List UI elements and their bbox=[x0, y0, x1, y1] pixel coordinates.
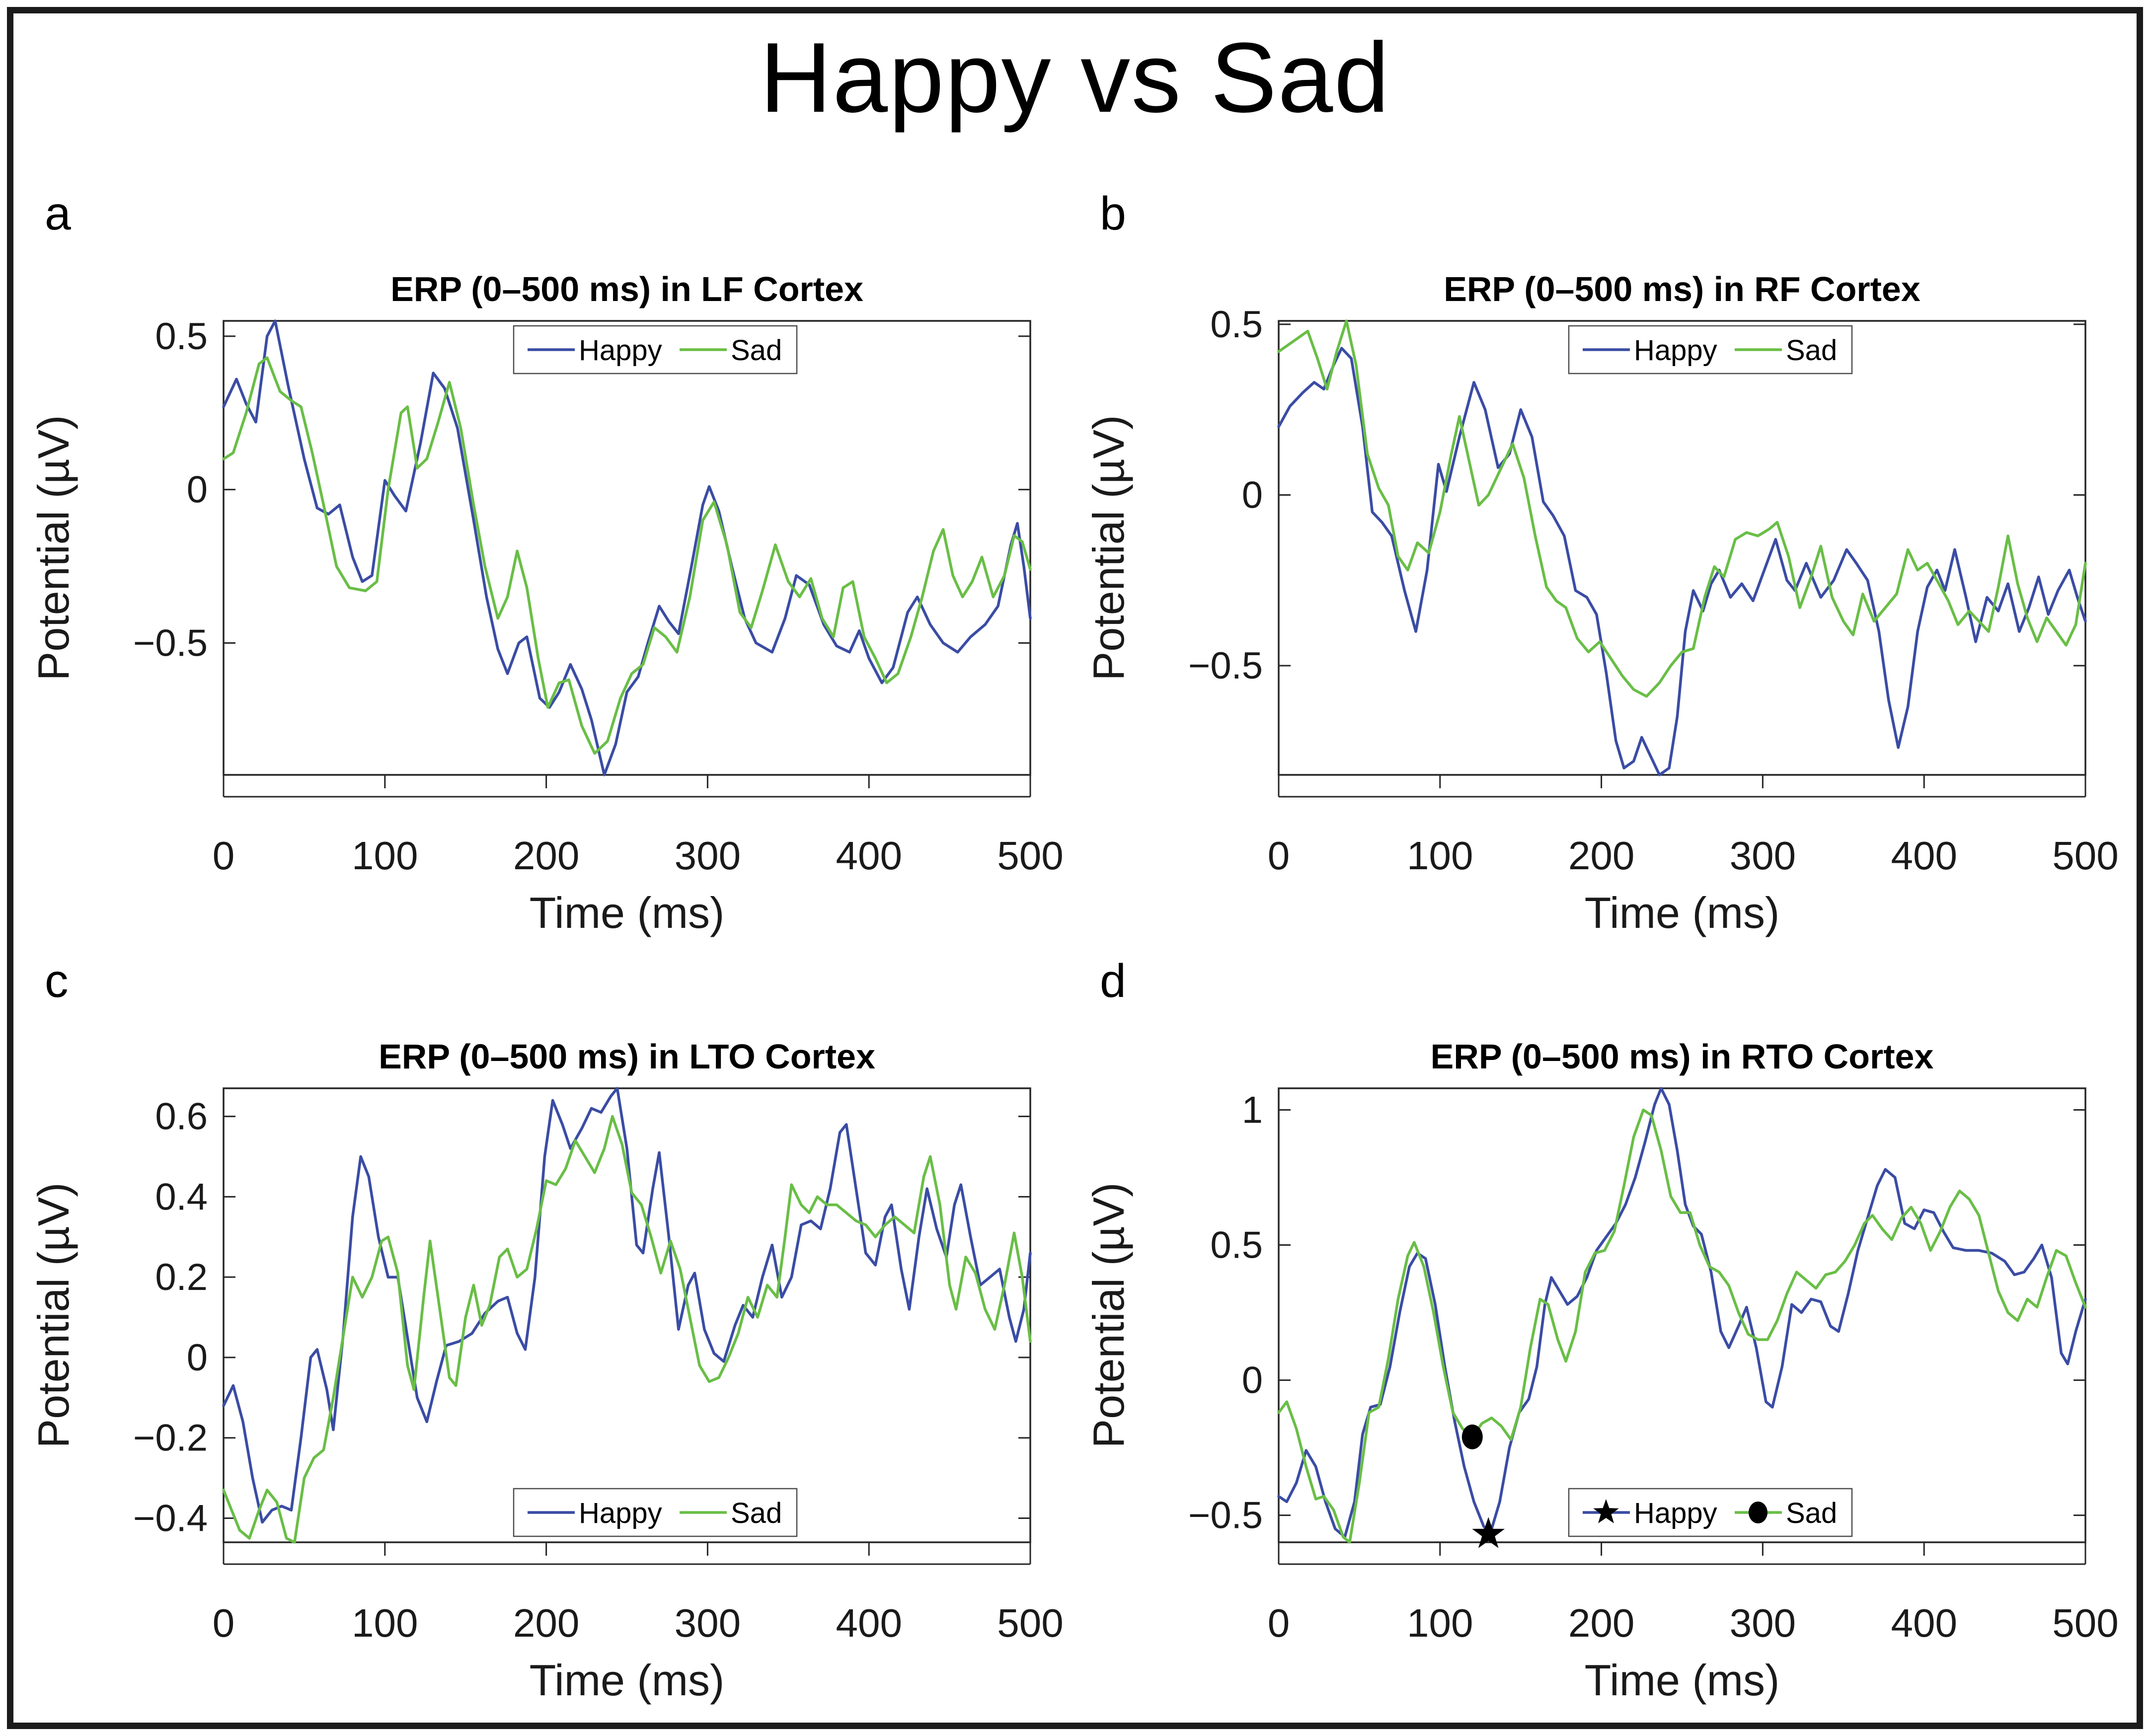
figure-title: Happy vs Sad bbox=[760, 22, 1390, 133]
chart-title: ERP (0–500 ms) in LTO Cortex bbox=[379, 1037, 875, 1076]
legend-label: Sad bbox=[1786, 334, 1837, 367]
y-tick-label: −0.5 bbox=[1188, 645, 1263, 687]
y-axis-label: Potential (µV) bbox=[1084, 1183, 1133, 1448]
panel-c: c ERP (0–500 ms) in LTO Cortex Time (ms) P… bbox=[19, 940, 1074, 1708]
y-tick-label: 0.5 bbox=[155, 315, 208, 358]
y-tick-label: 0.6 bbox=[155, 1096, 208, 1138]
x-tick-label: 500 bbox=[2052, 833, 2118, 878]
panel-letter: b bbox=[1100, 187, 1126, 240]
x-tick-label: 0 bbox=[1268, 1601, 1290, 1645]
x-axis-label: Time (ms) bbox=[1585, 1656, 1780, 1705]
series-line-happy bbox=[222, 1087, 1032, 1524]
erp-chart-rf-cortex: ERP (0–500 ms) in RF Cortex Time (ms) Pote… bbox=[1084, 270, 2119, 937]
panel-d: d ERP (0–500 ms) in RTO Cortex Time (ms) P… bbox=[1074, 940, 2129, 1708]
series-line-sad bbox=[1277, 1108, 2087, 1544]
x-axis-label: Time (ms) bbox=[530, 1656, 725, 1705]
y-tick-label: 0.4 bbox=[155, 1176, 208, 1218]
series-line-sad bbox=[222, 1115, 1032, 1544]
figure-border bbox=[7, 7, 2143, 1729]
plot-box bbox=[223, 320, 1031, 776]
y-axis-label: Potential (µV) bbox=[29, 415, 78, 681]
erp-chart-rto-cortex: ERP (0–500 ms) in RTO Cortex Time (ms) Pot… bbox=[1084, 1037, 2119, 1705]
legend-label: Happy bbox=[579, 1497, 662, 1529]
x-tick-label: 400 bbox=[836, 833, 902, 878]
y-axis-label: Potential (µV) bbox=[1084, 415, 1133, 681]
y-tick-label: 0.2 bbox=[155, 1256, 208, 1298]
x-tick-label: 500 bbox=[997, 1601, 1063, 1645]
legend-star-icon bbox=[1593, 1499, 1619, 1523]
y-tick-label: −0.2 bbox=[133, 1417, 208, 1459]
x-tick-label: 0 bbox=[213, 1601, 235, 1645]
x-tick-label: 0 bbox=[1268, 833, 1290, 878]
series-line-happy bbox=[1277, 1087, 2087, 1538]
x-tick-label: 200 bbox=[1568, 833, 1634, 878]
x-tick-label: 100 bbox=[1407, 833, 1473, 878]
erp-chart-lto-cortex: ERP (0–500 ms) in LTO Cortex Time (ms) Pot… bbox=[29, 1037, 1064, 1705]
series-line-happy bbox=[222, 319, 1032, 776]
panel-b: b ERP (0–500 ms) in RF Cortex Time (ms) Po… bbox=[1074, 173, 2129, 940]
y-tick-label: 0 bbox=[187, 1337, 208, 1379]
x-tick-label: 400 bbox=[836, 1601, 902, 1645]
x-tick-label: 500 bbox=[2052, 1601, 2118, 1645]
x-tick-label: 300 bbox=[675, 833, 741, 878]
y-axis-label: Potential (µV) bbox=[29, 1183, 78, 1448]
series-line-happy bbox=[1277, 347, 2087, 776]
legend-label: Sad bbox=[1786, 1497, 1837, 1529]
x-tick-label: 500 bbox=[997, 833, 1063, 878]
erp-chart-lf-cortex: ERP (0–500 ms) in LF Cortex Time (ms) Pote… bbox=[29, 270, 1064, 937]
chart-title: ERP (0–500 ms) in LF Cortex bbox=[390, 270, 863, 308]
x-tick-label: 200 bbox=[1568, 1601, 1634, 1645]
x-tick-label: 400 bbox=[1891, 833, 1957, 878]
y-tick-label: 0.5 bbox=[1210, 303, 1263, 346]
y-tick-label: −0.5 bbox=[133, 622, 208, 664]
x-tick-label: 300 bbox=[675, 1601, 741, 1645]
y-tick-label: −0.5 bbox=[1188, 1495, 1263, 1537]
x-axis-label: Time (ms) bbox=[530, 888, 725, 937]
legend-label: Sad bbox=[731, 1497, 782, 1529]
x-axis-label: Time (ms) bbox=[1585, 888, 1780, 937]
legend-label: Sad bbox=[731, 334, 782, 367]
x-tick-label: 0 bbox=[213, 833, 235, 878]
y-tick-label: 0 bbox=[187, 469, 208, 511]
y-tick-label: −0.4 bbox=[133, 1497, 208, 1539]
y-tick-label: 0 bbox=[1242, 1359, 1263, 1402]
panel-letter: d bbox=[1100, 955, 1126, 1007]
legend-label: Happy bbox=[579, 334, 662, 367]
legend-label: Happy bbox=[1634, 1497, 1717, 1529]
chart-title: ERP (0–500 ms) in RF Cortex bbox=[1444, 270, 1920, 308]
x-tick-label: 100 bbox=[352, 833, 418, 878]
x-tick-label: 400 bbox=[1891, 1601, 1957, 1645]
legend-label: Happy bbox=[1634, 334, 1717, 367]
x-tick-label: 100 bbox=[352, 1601, 418, 1645]
plot-box bbox=[1278, 1087, 2086, 1543]
x-tick-label: 300 bbox=[1730, 833, 1796, 878]
plot-box bbox=[1278, 320, 2086, 776]
y-tick-label: 0.5 bbox=[1210, 1224, 1263, 1267]
y-tick-label: 0 bbox=[1242, 474, 1263, 516]
sad-min-circle-marker bbox=[1461, 1424, 1483, 1449]
panel-letter: a bbox=[45, 187, 71, 240]
y-tick-label: 1 bbox=[1242, 1089, 1263, 1132]
x-tick-label: 200 bbox=[513, 833, 579, 878]
chart-title: ERP (0–500 ms) in RTO Cortex bbox=[1431, 1037, 1934, 1076]
series-line-sad bbox=[1277, 319, 2087, 698]
x-tick-label: 300 bbox=[1730, 1601, 1796, 1645]
panel-grid: a ERP (0–500 ms) in LF Cortex Time (ms) Po… bbox=[19, 173, 2129, 1708]
series-line-sad bbox=[222, 356, 1032, 755]
legend-circle-icon bbox=[1749, 1502, 1767, 1523]
panel-letter: c bbox=[45, 955, 69, 1007]
happy-min-star-marker bbox=[1472, 1517, 1505, 1548]
panel-a: a ERP (0–500 ms) in LF Cortex Time (ms) Po… bbox=[19, 173, 1074, 940]
x-tick-label: 100 bbox=[1407, 1601, 1473, 1645]
plot-box bbox=[223, 1087, 1031, 1543]
x-tick-label: 200 bbox=[513, 1601, 579, 1645]
